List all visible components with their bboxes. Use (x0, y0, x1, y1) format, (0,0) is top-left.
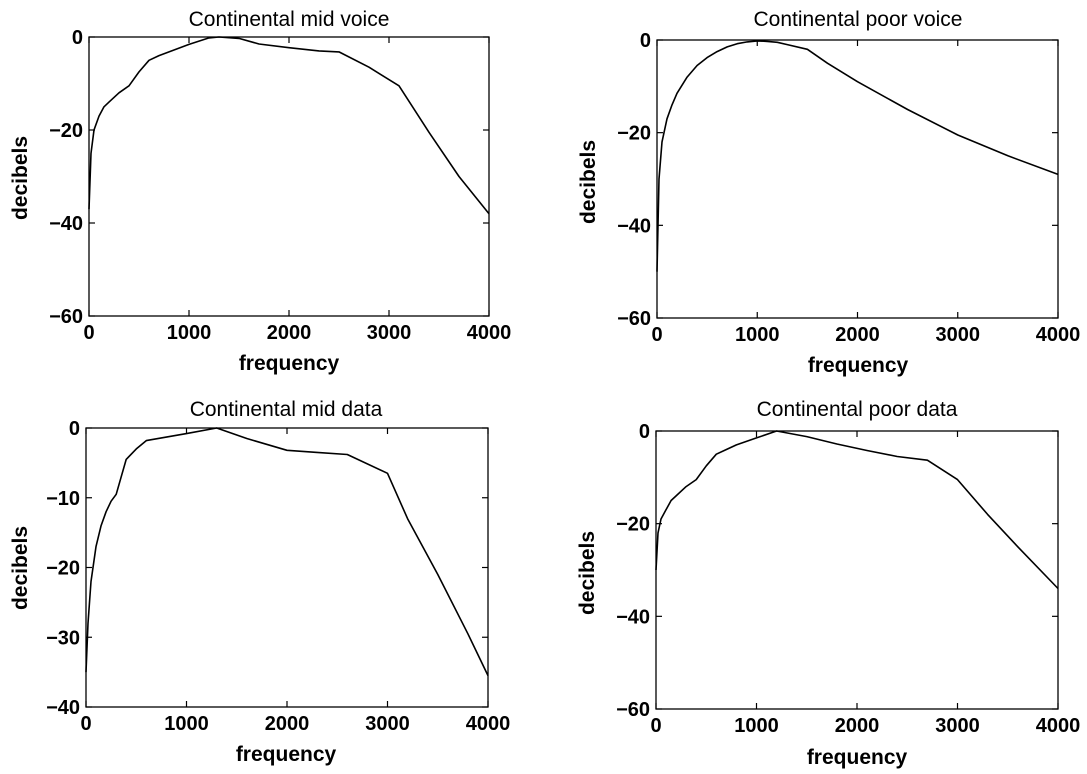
plot-frame (88, 36, 490, 317)
y-tick-label: −20 (616, 514, 650, 536)
y-tick-label: −10 (46, 488, 80, 510)
y-tick-label: 0 (639, 421, 650, 443)
x-axis-label: frequency (236, 743, 337, 766)
y-tick-label: 0 (72, 27, 83, 49)
y-axis-label: decibels (9, 136, 32, 220)
x-tick-label: 4000 (466, 713, 511, 735)
x-tick-label: 0 (650, 715, 661, 737)
x-tick-label: 0 (651, 324, 662, 346)
y-tick-label: −20 (617, 123, 651, 145)
plot-frame (85, 427, 489, 708)
series-line (85, 427, 489, 676)
y-tick-label: −30 (46, 627, 80, 649)
chart-panel-continental-mid-data: Continental mid data frequency decibels … (9, 398, 510, 766)
y-axis-label: decibels (577, 140, 600, 224)
x-axis-label: frequency (807, 746, 908, 769)
x-tick-label: 2000 (835, 715, 880, 737)
x-tick-label: 1000 (167, 322, 212, 344)
y-tick-label: −40 (617, 215, 651, 237)
y-tick-label: −60 (617, 308, 651, 330)
x-tick-label: 2000 (267, 322, 312, 344)
x-tick-label: 1000 (734, 715, 779, 737)
series-line (655, 430, 1059, 590)
x-tick-label: 0 (80, 713, 91, 735)
y-axis-label: decibels (9, 526, 32, 610)
y-tick-label: −40 (616, 606, 650, 628)
x-tick-label: 1000 (164, 713, 209, 735)
y-tick-label: 0 (640, 30, 651, 52)
x-tick-label: 2000 (265, 713, 310, 735)
y-tick-label: −20 (49, 120, 83, 142)
chart-title: Continental poor voice (754, 8, 963, 31)
series-line (88, 36, 490, 215)
x-tick-label: 3000 (365, 713, 410, 735)
y-tick-label: −60 (49, 306, 83, 328)
x-tick-label: 0 (83, 322, 94, 344)
chart-title: Continental mid data (190, 398, 383, 421)
x-axis-label: frequency (239, 352, 340, 375)
y-tick-label: 0 (69, 418, 80, 440)
chart-panel-continental-mid-voice: Continental mid voice frequency decibels… (9, 8, 511, 375)
x-tick-label: 1000 (735, 324, 780, 346)
x-axis-label: frequency (808, 354, 909, 377)
x-tick-label: 4000 (467, 322, 512, 344)
chart-panel-continental-poor-voice: Continental poor voice frequency decibel… (577, 8, 1080, 377)
x-tick-label: 4000 (1036, 715, 1081, 737)
chart-title: Continental mid voice (189, 8, 390, 31)
y-tick-label: −20 (46, 558, 80, 580)
series-line (656, 40, 1059, 272)
chart-title: Continental poor data (757, 398, 958, 421)
plot-frame (655, 430, 1059, 710)
y-tick-label: −40 (49, 213, 83, 235)
x-tick-label: 3000 (936, 324, 981, 346)
y-axis-label: decibels (576, 531, 599, 615)
x-tick-label: 4000 (1036, 324, 1081, 346)
x-tick-label: 3000 (367, 322, 412, 344)
x-tick-label: 3000 (935, 715, 980, 737)
y-tick-label: −60 (616, 699, 650, 721)
y-tick-label: −40 (46, 697, 80, 719)
x-tick-label: 2000 (835, 324, 880, 346)
chart-panel-continental-poor-data: Continental poor data frequency decibels… (576, 398, 1080, 769)
